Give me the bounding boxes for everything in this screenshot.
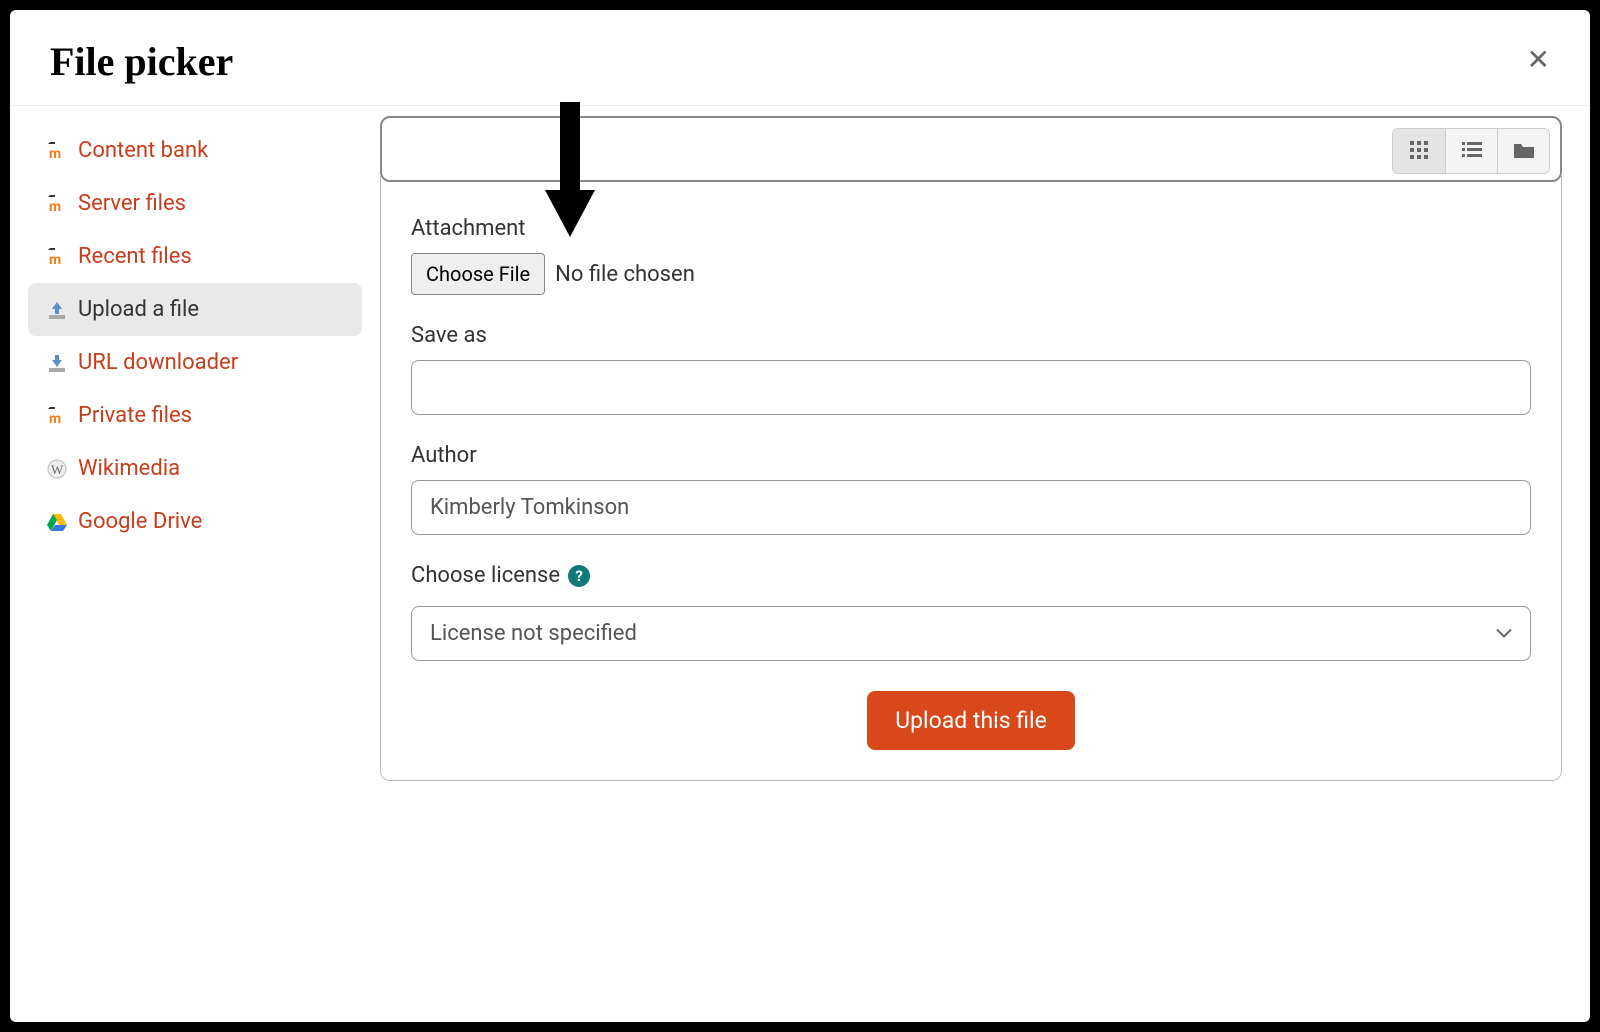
upload-form-panel: Attachment Choose File No file chosen Sa…: [380, 176, 1562, 781]
sidebar-item-content-bank[interactable]: m Content bank: [28, 124, 362, 177]
attachment-row: Attachment Choose File No file chosen: [411, 216, 1531, 295]
sidebar-item-upload-a-file[interactable]: Upload a file: [28, 283, 362, 336]
license-select[interactable]: License not specified: [411, 606, 1531, 661]
help-icon[interactable]: ?: [568, 565, 590, 587]
svg-text:m: m: [49, 411, 61, 427]
sidebar-item-label: URL downloader: [78, 350, 238, 375]
svg-text:m: m: [49, 199, 61, 215]
upload-this-file-button[interactable]: Upload this file: [867, 691, 1075, 750]
license-label: Choose license: [411, 563, 560, 588]
sidebar-item-label: Server files: [78, 191, 186, 216]
view-icons-button[interactable]: [1393, 129, 1445, 173]
sidebar-item-label: Google Drive: [78, 509, 202, 534]
author-input[interactable]: [411, 480, 1531, 535]
sidebar-item-label: Upload a file: [78, 297, 199, 322]
list-icon: [1460, 139, 1484, 164]
close-button[interactable]: ✕: [1527, 46, 1550, 74]
view-tree-button[interactable]: [1497, 129, 1549, 173]
sidebar-item-label: Private files: [78, 403, 192, 428]
view-toggle-group: [1392, 128, 1550, 174]
sidebar-item-recent-files[interactable]: m Recent files: [28, 230, 362, 283]
download-icon: [46, 352, 68, 374]
upload-icon: [46, 299, 68, 321]
svg-text:m: m: [49, 146, 61, 162]
sidebar-item-url-downloader[interactable]: URL downloader: [28, 336, 362, 389]
close-icon: ✕: [1527, 44, 1550, 75]
submit-row: Upload this file: [411, 691, 1531, 750]
author-row: Author: [411, 443, 1531, 535]
license-row: Choose license ? License not specified: [411, 563, 1531, 661]
save-as-label: Save as: [411, 323, 1531, 348]
sidebar-item-server-files[interactable]: m Server files: [28, 177, 362, 230]
main-panel: Attachment Choose File No file chosen Sa…: [380, 106, 1590, 1003]
attachment-label: Attachment: [411, 216, 1531, 241]
sidebar-item-label: Recent files: [78, 244, 192, 269]
sidebar-item-google-drive[interactable]: Google Drive: [28, 495, 362, 548]
sidebar-item-label: Wikimedia: [78, 456, 180, 481]
save-as-row: Save as: [411, 323, 1531, 415]
author-label: Author: [411, 443, 1531, 468]
moodle-icon: m: [46, 193, 68, 215]
moodle-icon: m: [46, 140, 68, 162]
wikimedia-icon: W: [46, 458, 68, 480]
no-file-chosen-text: No file chosen: [555, 262, 695, 287]
view-list-button[interactable]: [1445, 129, 1497, 173]
sidebar-item-private-files[interactable]: m Private files: [28, 389, 362, 442]
repository-sidebar: m Content bank m Server files m Recent f…: [10, 106, 380, 1003]
save-as-input[interactable]: [411, 360, 1531, 415]
folder-icon: [1512, 139, 1536, 164]
dialog-header: File picker ✕: [10, 10, 1590, 106]
moodle-icon: m: [46, 405, 68, 427]
svg-text:W: W: [51, 462, 64, 477]
sidebar-item-label: Content bank: [78, 138, 208, 163]
svg-text:m: m: [49, 252, 61, 268]
toolbar-frame: [380, 116, 1562, 182]
sidebar-item-wikimedia[interactable]: W Wikimedia: [28, 442, 362, 495]
grid-icon: [1408, 139, 1430, 164]
google-drive-icon: [46, 511, 68, 533]
choose-file-button[interactable]: Choose File: [411, 253, 545, 295]
dialog-title: File picker: [50, 38, 233, 85]
moodle-icon: m: [46, 246, 68, 268]
